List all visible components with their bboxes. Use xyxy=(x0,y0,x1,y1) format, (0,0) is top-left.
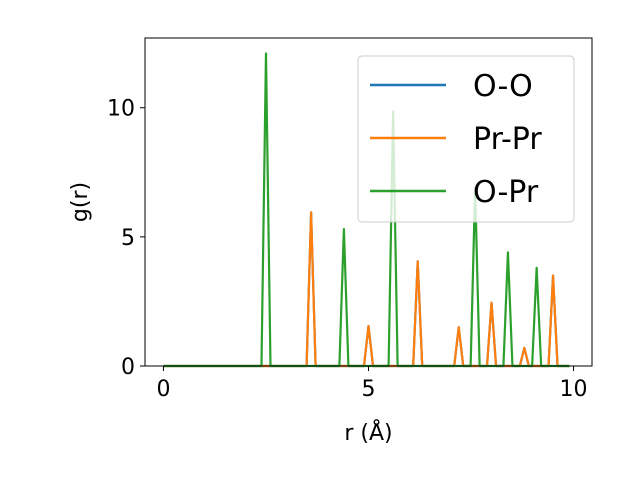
x-axis-title: r (Å) xyxy=(344,419,392,446)
x-tick-label: 0 xyxy=(156,377,170,402)
y-axis-title: g(r) xyxy=(68,182,93,222)
y-tick-label: 10 xyxy=(107,97,135,122)
legend-label-o-o: O-O xyxy=(473,69,533,104)
legend-box xyxy=(357,55,575,223)
y-tick-label: 5 xyxy=(121,226,135,251)
legend-label-pr-pr: Pr-Pr xyxy=(473,122,542,157)
x-tick-label: 5 xyxy=(362,377,376,402)
y-tick-label: 0 xyxy=(121,355,135,380)
legend-label-o-pr: O-Pr xyxy=(473,175,539,210)
axes-layer: 0 5 10 0 5 10 xyxy=(107,37,593,402)
legend: O-O Pr-Pr O-Pr xyxy=(357,55,575,223)
x-tick-label: 10 xyxy=(560,377,588,402)
